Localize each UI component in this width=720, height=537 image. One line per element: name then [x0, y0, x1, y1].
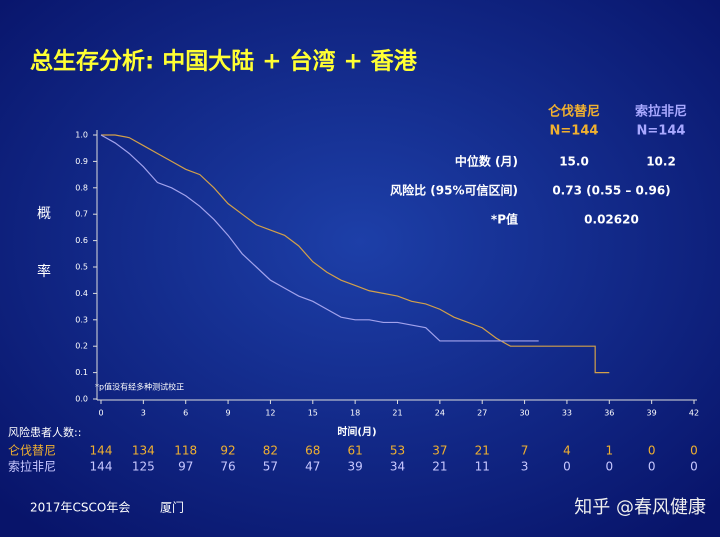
stat-value: 15.0 [559, 155, 589, 169]
y-tick-label: 0.8 [75, 183, 88, 192]
at-risk-value: 47 [305, 460, 320, 474]
x-tick-label: 3 [141, 409, 146, 418]
y-label: 概 [37, 206, 51, 222]
watermark: 知乎 @春风健康 [574, 497, 706, 518]
at-risk-value: 3 [521, 460, 529, 474]
stat-value: 10.2 [646, 155, 676, 169]
at-risk-value: 0 [690, 444, 698, 458]
group-n: N=144 [550, 124, 599, 139]
y-tick-label: 0.4 [75, 289, 88, 298]
stat-label: 风险比 (95%可信区间) [390, 183, 518, 198]
at-risk-value: 0 [648, 460, 656, 474]
group-n: N=144 [637, 124, 686, 139]
x-tick-label: 21 [392, 409, 402, 418]
x-tick-label: 0 [98, 409, 103, 418]
footer: 厦门 [160, 500, 184, 515]
at-risk-value: 0 [690, 460, 698, 474]
at-risk-value: 0 [605, 460, 613, 474]
x-tick-label: 42 [689, 409, 699, 418]
at-risk-value: 61 [348, 444, 363, 458]
at-risk-title: 风险患者人数:: [8, 425, 81, 439]
y-tick-label: 0.5 [75, 263, 88, 272]
at-risk-value: 21 [432, 460, 447, 474]
at-risk-value: 34 [390, 460, 405, 474]
at-risk-value: 39 [348, 460, 363, 474]
at-risk-value: 144 [90, 444, 113, 458]
at-risk-value: 21 [475, 444, 490, 458]
at-risk-value: 1 [605, 444, 613, 458]
at-risk-value: 57 [263, 460, 278, 474]
group-name: 仑伐替尼 [548, 104, 600, 120]
y-tick-label: 0.7 [75, 210, 88, 219]
at-risk-name: 索拉非尼 [8, 459, 56, 474]
at-risk-value: 37 [432, 444, 447, 458]
y-tick-label: 0.3 [75, 315, 88, 324]
x-tick-label: 12 [265, 409, 275, 418]
at-risk-value: 0 [563, 460, 571, 474]
slide-title: 总生存分析: 中国大陆 + 台湾 + 香港 [30, 48, 418, 75]
x-tick-label: 30 [519, 409, 529, 418]
y-tick-label: 0.9 [75, 157, 88, 166]
y-tick-label: 0.2 [75, 342, 88, 351]
at-risk-value: 53 [390, 444, 405, 458]
at-risk-value: 118 [174, 444, 197, 458]
y-label: 率 [37, 263, 51, 280]
x-tick-label: 33 [562, 409, 572, 418]
survival-curve [101, 134, 610, 374]
x-label: 时间(月) [337, 425, 376, 438]
x-tick-label: 27 [477, 409, 487, 418]
at-risk-value: 76 [220, 460, 235, 474]
at-risk-value: 68 [305, 444, 320, 458]
stat-label: *P值 [491, 212, 518, 227]
stat-label: 中位数 (月) [455, 154, 518, 169]
x-tick-label: 6 [183, 409, 188, 418]
at-risk-value: 92 [220, 444, 235, 458]
x-tick-label: 36 [604, 409, 614, 418]
x-tick-label: 24 [435, 409, 445, 418]
footer: 2017年CSCO年会 [30, 501, 130, 515]
at-risk-value: 125 [132, 460, 155, 474]
footnote: *p值没有经多种测试校正 [95, 382, 184, 392]
at-risk-value: 7 [521, 444, 529, 458]
at-risk-value: 0 [648, 444, 656, 458]
x-tick-label: 18 [350, 409, 360, 418]
stat-value: 0.02620 [584, 213, 639, 227]
x-tick-label: 39 [647, 409, 657, 418]
y-tick-label: 0.6 [75, 236, 88, 245]
x-tick-label: 15 [308, 409, 318, 418]
at-risk-value: 82 [263, 444, 278, 458]
at-risk-value: 134 [132, 444, 155, 458]
stat-value: 0.73 (0.55 – 0.96) [552, 184, 670, 198]
at-risk-value: 97 [178, 460, 193, 474]
at-risk-value: 11 [475, 460, 490, 474]
y-tick-label: 0.1 [75, 368, 88, 377]
at-risk-value: 144 [90, 460, 113, 474]
at-risk-value: 4 [563, 444, 571, 458]
group-name: 索拉非尼 [635, 104, 687, 120]
x-tick-label: 9 [226, 409, 231, 418]
y-tick-label: 0.0 [75, 395, 88, 404]
survival-curve [100, 134, 539, 342]
y-tick-label: 1.0 [75, 131, 88, 140]
at-risk-name: 仑伐替尼 [8, 444, 56, 458]
